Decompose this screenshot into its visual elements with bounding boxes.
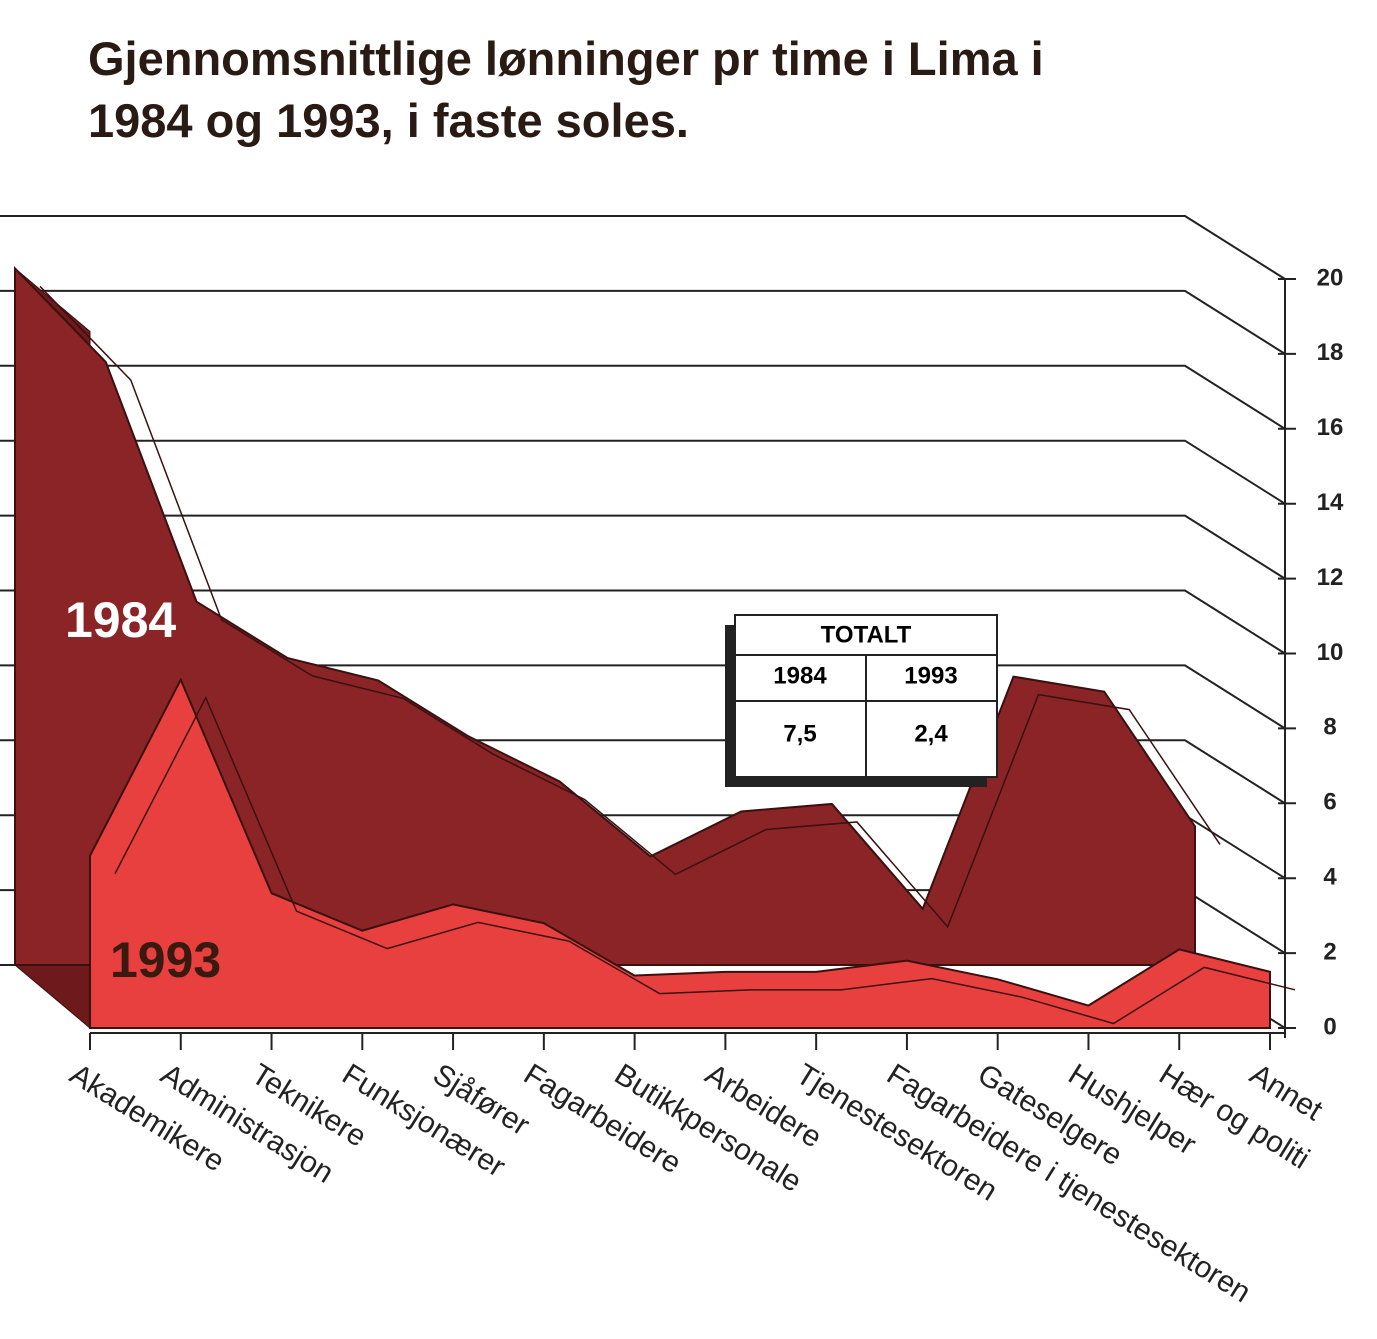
series-label: 1993 xyxy=(110,932,221,988)
table-title: TOTALT xyxy=(821,621,912,648)
y-tick-label: 8 xyxy=(1323,714,1336,741)
table-value: 2,4 xyxy=(914,720,948,747)
area xyxy=(89,677,1271,1029)
grid-line xyxy=(0,664,1286,730)
y-tick-label: 16 xyxy=(1317,414,1344,441)
y-tick-label: 6 xyxy=(1323,789,1336,816)
area-edge xyxy=(39,285,1221,929)
y-tick-label: 2 xyxy=(1323,938,1336,965)
table-header: 1984 xyxy=(773,662,827,689)
series-label: 1984 xyxy=(65,592,176,648)
x-tick-label: Akademikere xyxy=(64,1058,230,1179)
chart-title: Gjennomsnittlige lønninger pr time i Lim… xyxy=(88,32,1044,147)
grid-line xyxy=(0,514,1286,580)
area xyxy=(14,265,1196,966)
y-tick-label: 0 xyxy=(1323,1013,1336,1040)
table-value: 7,5 xyxy=(783,720,816,747)
y-tick-label: 12 xyxy=(1317,564,1344,591)
table-header: 1993 xyxy=(904,662,957,689)
y-tick-label: 20 xyxy=(1317,264,1344,291)
totals-table: TOTALT 1984 7,5 1993 2,4 xyxy=(725,614,998,787)
y-tick-label: 18 xyxy=(1317,339,1344,366)
area-edge xyxy=(114,695,1296,1025)
y-tick-label: 14 xyxy=(1317,489,1344,516)
grid-line xyxy=(0,439,1286,505)
y-tick-label: 4 xyxy=(1323,864,1337,891)
grid-line xyxy=(0,589,1286,655)
y-tick-label: 10 xyxy=(1317,639,1344,666)
x-tick-label: Fagarbeidere xyxy=(518,1058,687,1181)
grid-line xyxy=(0,289,1286,355)
grid-line xyxy=(0,364,1286,430)
grid-line xyxy=(0,215,1286,280)
